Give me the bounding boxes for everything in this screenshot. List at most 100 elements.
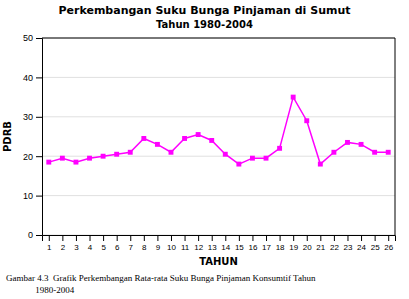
y-tick: 30	[23, 112, 42, 122]
x-tick: 8	[142, 235, 147, 252]
x-tick-mark	[198, 235, 199, 241]
x-tick-label: 25	[371, 243, 380, 252]
x-tick: 7	[129, 235, 134, 252]
x-tick: 21	[316, 235, 325, 252]
y-axis: 0 10 20 30 40 50	[23, 33, 43, 240]
x-tick: 4	[88, 235, 93, 252]
x-tick-mark	[388, 235, 389, 241]
point	[209, 138, 214, 143]
x-tick-mark	[103, 235, 104, 241]
x-tick-mark	[293, 235, 294, 241]
x-tick: 20	[303, 235, 312, 252]
y-tick: 0	[28, 230, 42, 240]
x-tick: 12	[194, 235, 203, 252]
y-tick-mark	[36, 196, 42, 197]
x-tick-label: 4	[88, 243, 93, 252]
x-tick: 16	[248, 235, 257, 252]
x-tick: 1	[47, 235, 52, 252]
x-tick-label: 11	[181, 243, 190, 252]
x-tick: 11	[181, 235, 190, 252]
x-tick-label: 3	[74, 243, 79, 252]
x-tick-mark	[90, 235, 91, 241]
x-tick: 3	[74, 235, 79, 252]
grid-line	[42, 195, 395, 196]
y-tick-mark	[36, 235, 42, 236]
point	[169, 150, 174, 155]
point	[101, 154, 106, 159]
x-tick-mark	[130, 235, 131, 241]
point	[264, 156, 269, 161]
point	[291, 95, 296, 100]
x-tick-mark	[361, 235, 362, 241]
y-tick: 50	[23, 33, 42, 43]
x-tick-mark	[320, 235, 321, 241]
point	[277, 146, 282, 151]
y-tick-label: 0	[28, 230, 33, 240]
x-tick-mark	[171, 235, 172, 241]
x-tick-label: 15	[235, 243, 244, 252]
x-tick-label: 23	[344, 243, 353, 252]
x-tick-label: 22	[330, 243, 339, 252]
x-tick-mark	[144, 235, 145, 241]
point	[196, 132, 201, 137]
chart: Perkembangan Suku Bunga Pinjaman di Sumu…	[0, 0, 409, 299]
point	[372, 150, 377, 155]
point	[141, 136, 146, 141]
x-tick: 10	[167, 235, 176, 252]
point	[155, 142, 160, 147]
x-axis-title: TAHUN	[199, 256, 238, 267]
y-tick-label: 20	[23, 152, 33, 162]
x-tick: 25	[371, 235, 380, 252]
point	[345, 140, 350, 145]
x-tick-label: 24	[357, 243, 366, 252]
frame	[42, 38, 395, 39]
x-tick-mark	[334, 235, 335, 241]
x-tick-label: 9	[156, 243, 161, 252]
x-tick-label: 6	[115, 243, 120, 252]
x-tick-mark	[157, 235, 158, 241]
marks	[46, 95, 390, 167]
x-tick: 5	[101, 235, 106, 252]
x-tick-label: 12	[194, 243, 203, 252]
x-tick-mark	[266, 235, 267, 241]
x-tick-mark	[49, 235, 50, 241]
grid-line	[42, 77, 395, 78]
x-tick-label: 26	[384, 243, 393, 252]
grid-line	[42, 156, 395, 157]
caption: 1980-2004	[6, 285, 75, 295]
x-tick: 2	[61, 235, 66, 252]
x-tick-label: 14	[221, 243, 230, 252]
x-tick-label: 13	[208, 243, 217, 252]
point	[223, 152, 228, 157]
x-tick-label: 2	[61, 243, 66, 252]
grid-line	[42, 116, 395, 117]
x-tick-label: 20	[303, 243, 312, 252]
point	[318, 162, 323, 167]
x-tick-mark	[212, 235, 213, 241]
frame	[395, 38, 396, 235]
x-tick: 19	[289, 235, 298, 252]
x-tick-mark	[252, 235, 253, 241]
point	[359, 142, 364, 147]
point	[331, 150, 336, 155]
x-tick-label: 19	[289, 243, 298, 252]
y-tick-mark	[36, 38, 42, 39]
y-tick-label: 10	[23, 191, 33, 201]
y-axis-line	[36, 39, 43, 236]
x-tick-mark	[307, 235, 308, 241]
y-tick: 40	[23, 73, 42, 83]
x-axis-line	[43, 236, 396, 242]
point	[60, 156, 65, 161]
y-tick-label: 40	[23, 73, 33, 83]
x-tick-mark	[375, 235, 376, 241]
x-tick-label: 5	[101, 243, 106, 252]
caption: Gambar 4.3 Grafik Perkembangan Rata-rata…	[6, 273, 316, 283]
x-tick-label: 10	[167, 243, 176, 252]
x-tick-mark	[280, 235, 281, 241]
x-tick: 24	[357, 235, 366, 252]
x-tick: 9	[156, 235, 161, 252]
x-tick-mark	[225, 235, 226, 241]
plot: 1234567891011121314151617181920212223242…	[23, 33, 396, 251]
line	[49, 97, 388, 164]
subtitle: Tahun 1980-2004	[156, 19, 253, 30]
